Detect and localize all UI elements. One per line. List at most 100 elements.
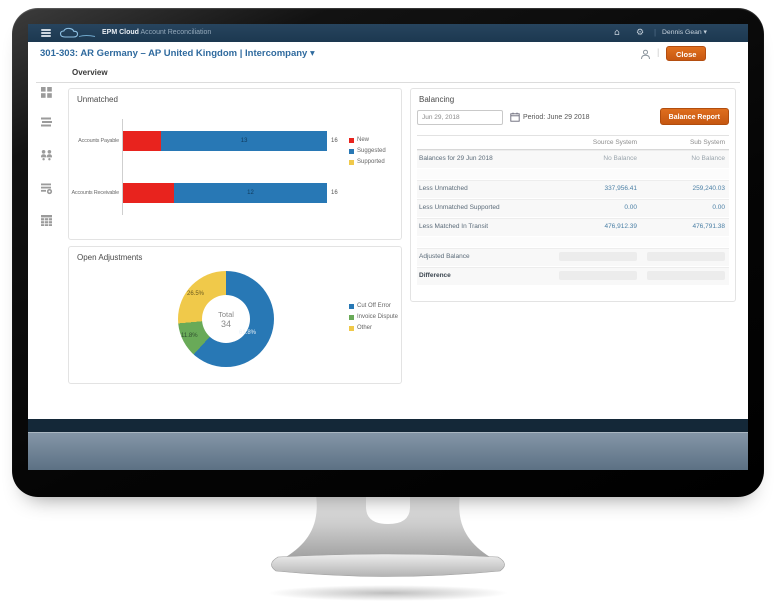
sidebar-item-team-icon[interactable]	[40, 149, 54, 163]
bar-segment-new[interactable]	[123, 131, 162, 151]
monitor-stand	[268, 493, 508, 601]
settings-gear-icon[interactable]: ⚙	[636, 28, 645, 38]
sub-system-value	[641, 267, 729, 285]
sidebar-item-properties-list-icon[interactable]	[40, 116, 54, 130]
bar-track: 13	[123, 131, 327, 151]
source-system-value	[545, 169, 641, 179]
monitor-bezel: EPM Cloud Account Reconciliation ⌂ ⚙ | D…	[12, 8, 764, 497]
source-system-value	[545, 237, 641, 247]
titlebar: 301-303: AR Germany – AP United Kingdom …	[28, 42, 748, 68]
balancing-table-body: Balances for 29 Jun 2018 No Balance No Bal…	[417, 150, 729, 286]
bar-total-label: 16	[331, 138, 338, 144]
col-header-blank	[417, 136, 545, 149]
row-label: Balances for 29 Jun 2018	[419, 155, 493, 162]
legend-swatch	[349, 325, 354, 331]
adjustments-legend: Cut Off Error Invoice Dispute Other	[349, 303, 398, 336]
sidebar-item-actions-gear-icon[interactable]	[40, 182, 54, 196]
bar-row-accounts-receivable: Accounts Receivable 12 16	[69, 183, 401, 203]
balancing-table: Source System Sub System Balances for 29…	[417, 135, 729, 286]
period-label: Period: June 29 2018	[523, 114, 590, 121]
col-header-sub-system: Sub System	[689, 139, 725, 146]
legend-item-other[interactable]: Other	[349, 325, 398, 331]
hamburger-menu-icon[interactable]	[41, 29, 51, 37]
legend-label: New	[357, 137, 370, 143]
balancing-spacer-row	[417, 237, 729, 248]
balancing-panel-title: Balancing	[419, 95, 455, 104]
sidebar-item-overview-grid-icon[interactable]	[40, 86, 54, 100]
source-system-value	[545, 248, 641, 266]
row-label: Less Unmatched	[419, 185, 468, 192]
donut-pct-label-cutoff: 61.8%	[239, 330, 257, 336]
bar-chart-axis	[122, 119, 123, 215]
unmatched-panel-title: Unmatched	[77, 95, 118, 104]
legend-label: Suggested	[357, 148, 386, 154]
brand-rest: Account Reconciliation	[138, 29, 212, 36]
balancing-spacer-row	[417, 169, 729, 180]
user-menu[interactable]: Dennis Gean ▾	[662, 29, 707, 36]
open-adjustments-panel-title: Open Adjustments	[77, 253, 143, 262]
sub-system-value[interactable]: 259,240.03	[692, 185, 725, 192]
source-system-value[interactable]: 0.00	[624, 204, 637, 211]
sub-system-value[interactable]: 476,791.38	[692, 223, 725, 230]
source-system-value[interactable]: 476,912.39	[604, 223, 637, 230]
source-system-value[interactable]: 337,956.41	[604, 185, 637, 192]
bar-row-accounts-payable: Accounts Payable 13 16	[69, 131, 401, 151]
bar-segment-new[interactable]	[123, 183, 174, 203]
legend-label: Other	[357, 325, 373, 331]
balancing-row-balances-for-29-jun-2018: Balances for 29 Jun 2018 No Balance No Bal…	[417, 150, 729, 169]
bar-segment-value: 12	[247, 190, 254, 196]
legend-item-suggested[interactable]: Suggested	[349, 148, 386, 154]
sub-system-value[interactable]: 0.00	[712, 204, 725, 211]
row-label	[417, 169, 545, 179]
bar-category-label: Accounts Payable	[78, 138, 119, 144]
legend-swatch	[349, 314, 354, 320]
title-separator: |	[657, 47, 660, 57]
home-icon[interactable]: ⌂	[614, 28, 620, 38]
tab-overview[interactable]: Overview	[72, 68, 108, 77]
desktop-band	[28, 432, 748, 470]
donut-center-label: Total	[218, 309, 234, 319]
row-label: Difference	[419, 272, 451, 279]
legend-label: Supported	[357, 159, 385, 165]
legend-swatch	[349, 137, 354, 143]
topbar-separator: |	[654, 28, 657, 37]
sub-system-value: No Balance	[691, 155, 725, 162]
legend-swatch	[349, 303, 354, 309]
bar-track: 12	[123, 183, 327, 203]
legend-swatch	[349, 159, 354, 165]
balance-report-button[interactable]: Balance Report	[659, 108, 729, 125]
legend-item-invoice-dispute[interactable]: Invoice Dispute	[349, 314, 398, 320]
donut-ring[interactable]: Total 34	[178, 271, 274, 367]
row-label: Adjusted Balance	[419, 253, 470, 260]
legend-label: Cut Off Error	[357, 303, 391, 309]
sidebar-item-matching-table-icon[interactable]	[40, 214, 54, 228]
row-label: Less Unmatched Supported	[419, 204, 500, 211]
legend-item-cut-off-error[interactable]: Cut Off Error	[349, 303, 398, 309]
sub-system-value	[641, 248, 729, 266]
page-title[interactable]: 301-303: AR Germany – AP United Kingdom …	[40, 48, 315, 59]
balancing-row-less-matched-in-transit: Less Matched In Transit 476,912.39 476,791…	[417, 218, 729, 237]
row-label: Less Matched In Transit	[419, 223, 489, 230]
calendar-icon[interactable]	[510, 112, 520, 122]
legend-item-supported[interactable]: Supported	[349, 159, 386, 165]
app-header-bar: EPM Cloud Account Reconciliation ⌂ ⚙ | D…	[28, 24, 748, 42]
bar-category-label: Accounts Receivable	[71, 190, 119, 196]
unmatched-legend: New Suggested Supported	[349, 137, 386, 170]
open-adjustments-panel: Open Adjustments Total 34 61.8% 11.8% 26…	[68, 246, 402, 384]
left-icon-rail	[28, 86, 64, 376]
empty-value-field	[647, 270, 725, 280]
bar-segment-suggested[interactable]: 13	[161, 131, 327, 151]
balancing-row-difference: Difference	[417, 267, 729, 286]
balance-date-input[interactable]	[417, 110, 503, 125]
close-button[interactable]: Close	[666, 46, 707, 61]
row-label	[417, 237, 545, 247]
donut-center: Total 34	[202, 295, 250, 343]
col-header-source-system: Source System	[592, 139, 637, 146]
bar-total-label: 16	[331, 190, 338, 196]
contact-person-icon[interactable]	[640, 49, 651, 60]
screen: EPM Cloud Account Reconciliation ⌂ ⚙ | D…	[28, 24, 748, 470]
balancing-table-header: Source System Sub System	[417, 135, 729, 150]
legend-item-new[interactable]: New	[349, 137, 386, 143]
bar-segment-suggested[interactable]: 12	[174, 183, 327, 203]
sub-system-value	[641, 237, 729, 247]
